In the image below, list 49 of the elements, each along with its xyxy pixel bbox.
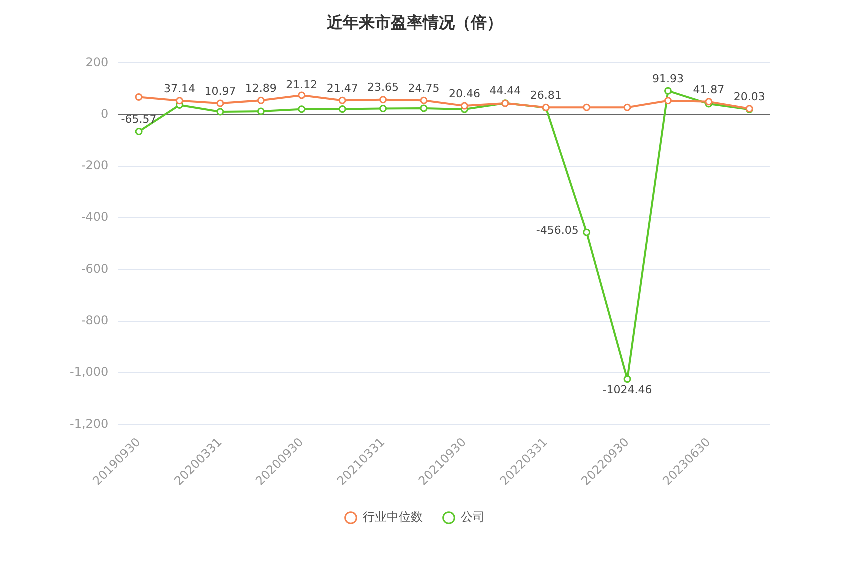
data-label: 91.93 [652,72,684,86]
data-label: 24.75 [408,82,440,95]
point [338,106,346,114]
point [664,87,672,95]
point [380,104,388,112]
data-label: 21.12 [286,78,318,92]
point [135,94,143,102]
chart-title: 近年来市盈率情况（倍） [326,12,503,32]
data-label: 20.03 [734,90,766,104]
point [298,106,306,114]
legend-label: 公司 [461,510,485,524]
data-label: 10.97 [204,84,236,98]
y-tick-label: -800 [81,313,109,328]
point [624,376,632,384]
data-label: -1024.46 [602,384,652,397]
y-tick-label: 0 [101,106,109,121]
data-label: 23.65 [368,81,400,94]
y-tick-label: -600 [81,262,109,276]
data-label: 20.46 [448,87,480,100]
point [216,108,224,116]
point [420,96,428,104]
point [257,108,265,116]
data-label: 37.14 [164,82,196,96]
y-tick-label: -1,200 [70,416,109,431]
y-tick-label: 200 [86,55,109,70]
y-tick-label: -200 [81,158,109,173]
y-tick-label: -400 [81,210,109,224]
point [664,97,672,105]
point [380,96,388,104]
point [176,97,184,105]
point [624,104,632,112]
point [135,128,143,136]
data-label: -65.57 [121,113,157,126]
data-label: 12.89 [245,82,277,95]
data-label: 26.81 [530,88,562,102]
point [583,104,591,112]
point [216,100,224,108]
data-label: 44.44 [490,84,522,98]
point [298,92,306,100]
point [338,96,346,104]
point [257,96,265,104]
point [583,228,591,236]
data-label: 41.87 [693,83,725,96]
data-label: -456.05 [536,224,579,237]
legend-label: 行业中位数 [363,510,423,524]
point [420,104,428,112]
data-label: 21.47 [326,82,358,95]
point [460,102,468,110]
y-tick-label: -1,000 [70,365,109,380]
